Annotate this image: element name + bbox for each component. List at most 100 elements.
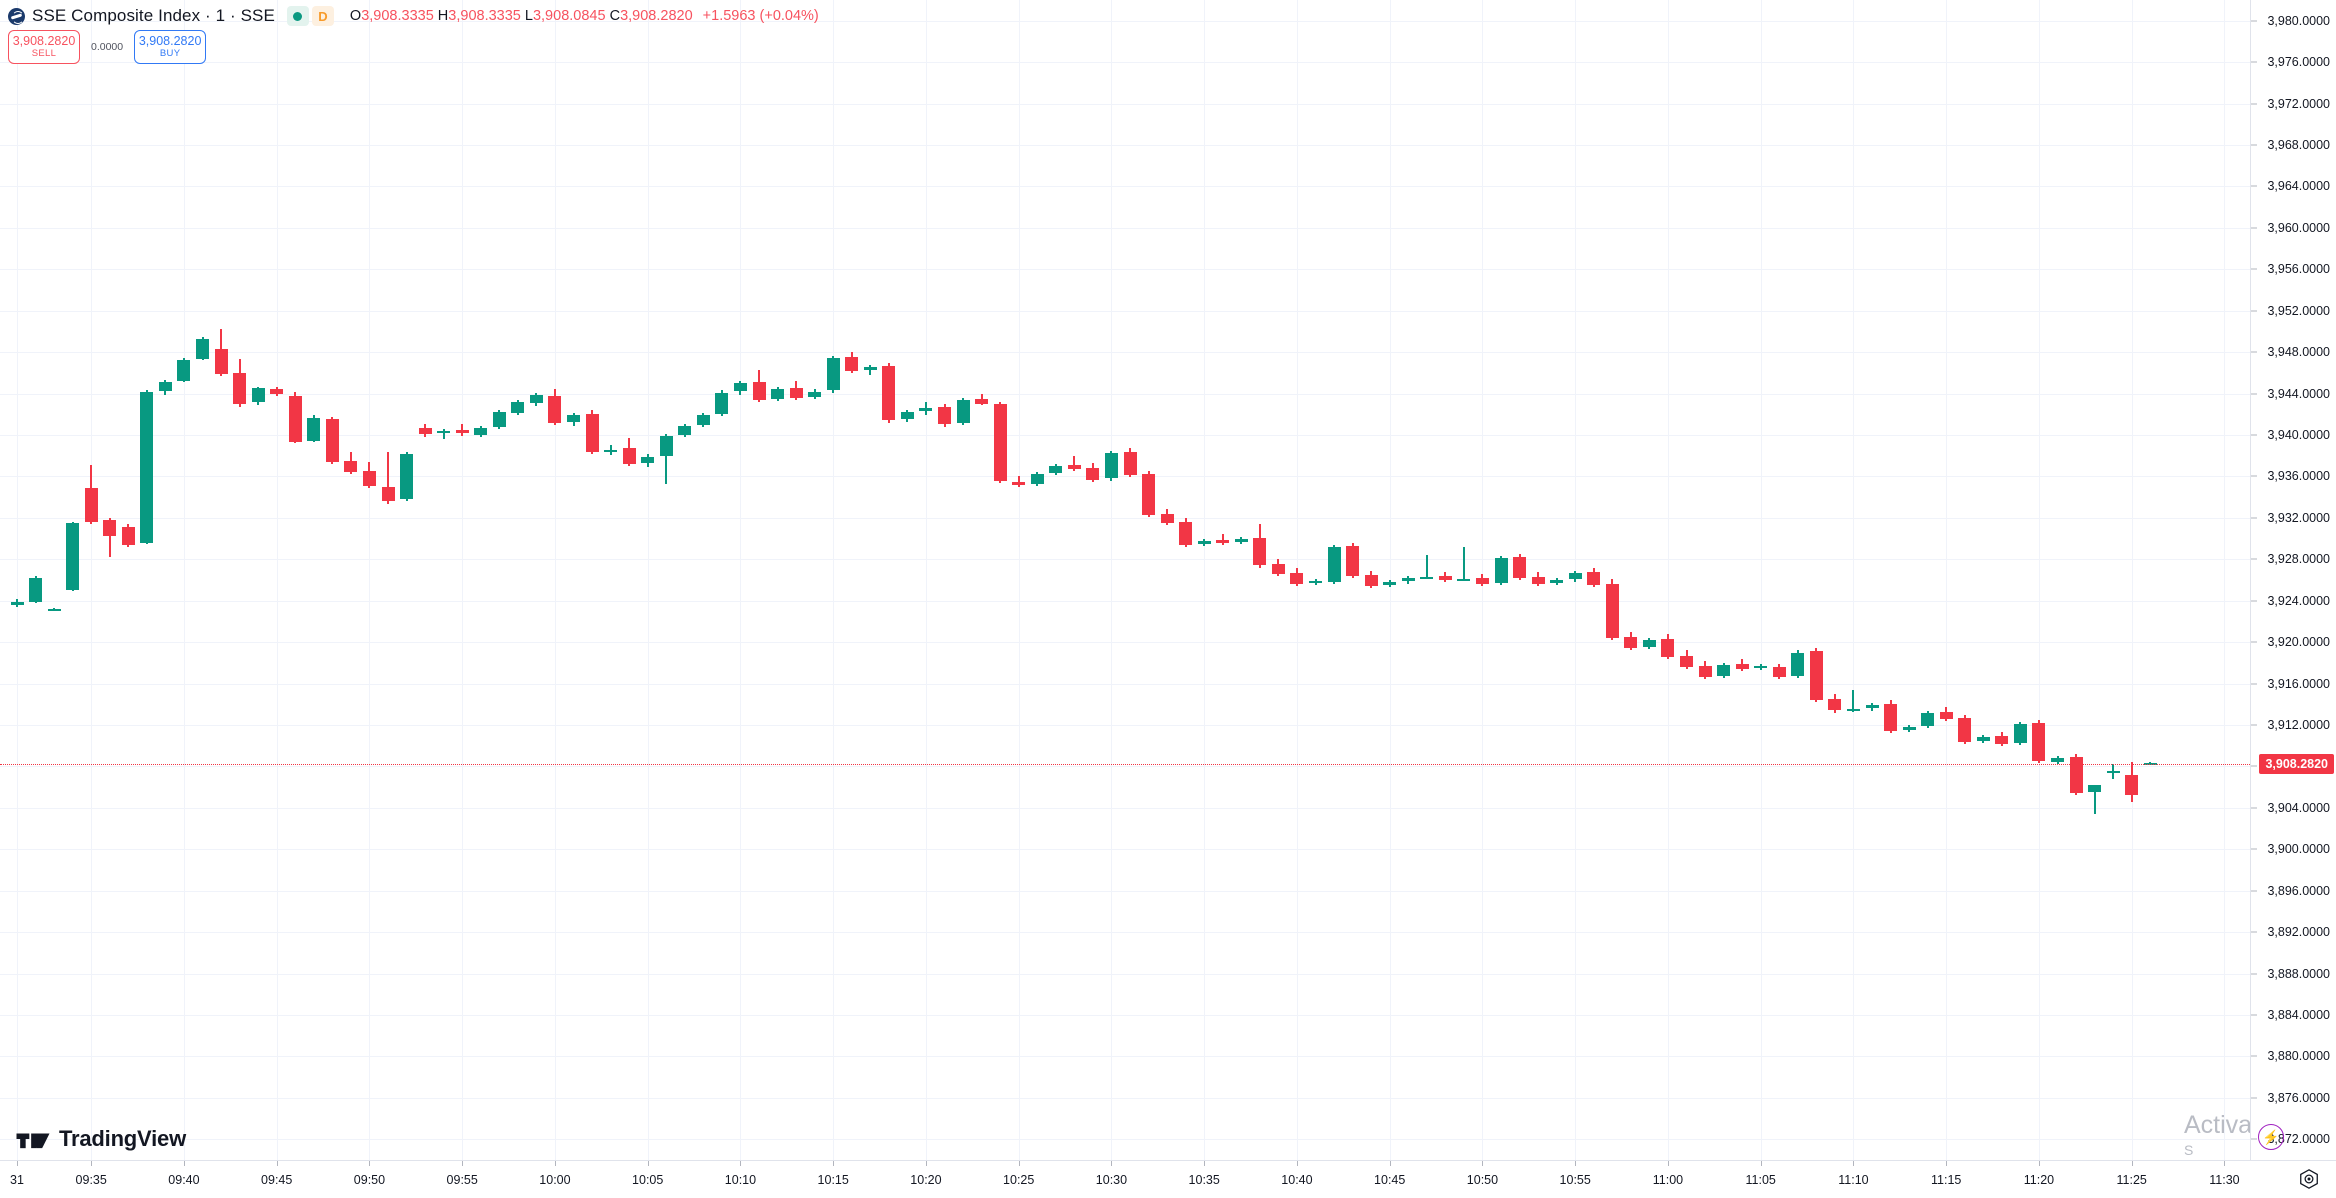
price-axis-tick-label: 3,940.0000 [2267,428,2330,442]
price-axis-tick [2251,1014,2257,1016]
candle-body [1550,580,1564,584]
price-axis[interactable]: 3,980.0000 3,976.0000 3,972.0000 3,968.0000… [2250,0,2336,1160]
candle-body [1494,558,1508,584]
candle-body [1271,564,1285,574]
grid-line-horizontal [0,62,2250,64]
candle-body [2125,774,2139,796]
price-axis-tick-label: 3,928.0000 [2267,552,2330,567]
candle-body [771,389,785,399]
candle-body [2069,757,2083,794]
price-axis-tick-label: 3,880.0000 [2267,1049,2330,1064]
time-axis-tick [1018,1161,1020,1166]
candle-body [1438,575,1452,580]
time-axis-tick-label: 11:15 [1931,1173,1962,1187]
candle-body [567,415,580,422]
candle-body [251,388,265,402]
candle-body [715,392,729,415]
tradingview-logo[interactable]: TradingView [16,1126,186,1152]
time-axis-tick [1575,1161,1577,1166]
price-axis-tick [2251,351,2257,353]
candle-body [29,577,43,602]
grid-line-horizontal [0,393,2250,395]
candle-body [1624,636,1638,649]
high-key: H [437,8,449,24]
grid-line-vertical [2224,0,2226,1160]
candle-body [1123,451,1137,476]
candle-body [1958,717,1972,742]
candle-body [344,460,358,473]
price-axis-tick [2251,848,2257,850]
price-axis-tick [2251,641,2257,643]
price-axis-tick-label: 3,948.0000 [2267,345,2330,360]
time-axis-tick [17,1161,18,1166]
spread-value: 0.0000 [91,41,124,53]
chart-pane[interactable] [0,0,2250,1160]
data-badge[interactable]: D [311,6,334,26]
time-axis-tick-label: 09:35 [75,1173,107,1187]
candle-body [270,389,284,394]
change-value: +1.5963 (+0.04%) [702,8,819,24]
candle-body [1865,705,1879,709]
time-axis-tick-label: 09:55 [446,1173,478,1187]
candle-body [1735,663,1749,670]
candle-body [1884,704,1898,732]
grid-line-vertical [1111,0,1113,1160]
sell-button[interactable]: 3,908.2820 SELL [8,30,80,64]
crosshair-target-icon[interactable] [2298,1168,2320,1190]
price-axis-tick [2251,268,2257,270]
price-axis-tick [2251,765,2257,767]
time-axis-tick-label: 11:20 [2023,1173,2055,1187]
price-axis-tick-label: 3,884.0000 [2267,1008,2330,1022]
sell-price: 3,908.2820 [12,34,76,49]
candle-body [1253,537,1267,566]
candle-body [1216,539,1230,543]
time-axis-tick-label: 10:55 [1559,1173,1591,1187]
candle-body [1346,545,1360,576]
grid-line-horizontal [0,103,2250,105]
time-axis-tick-label: 10:50 [1466,1173,1499,1187]
time-axis-tick [1296,1161,1298,1166]
price-axis-tick [2251,61,2257,63]
candle-body [2032,722,2046,762]
symbol-title[interactable]: SSE Composite Index · 1 · SSE [32,6,275,25]
buy-button[interactable]: 3,908.2820 BUY [134,30,207,64]
sell-label: SELL [31,47,57,59]
grid-line-vertical [369,0,371,1160]
candle-body [1846,709,1860,712]
candle-body [1475,577,1489,585]
current-price-badge: 3,908.2820 [2259,753,2334,774]
candle-wick [2093,787,2096,815]
grid-line-horizontal [0,1097,2250,1099]
candle-body [1587,571,1601,586]
candle-body [1642,640,1656,648]
candle-body [641,456,655,463]
candle-body [678,425,692,435]
time-axis[interactable]: 31 09:35 09:40 09:45 09:50 09:55 10:00 10:05 10:… [0,1160,2336,1198]
candle-body [1234,538,1248,542]
candle-body [2051,758,2064,763]
price-axis-tick [2251,1138,2257,1140]
high-value: 3,908.3335 [448,8,521,24]
candle-body [196,338,209,360]
time-axis-tick-label: 10:15 [817,1173,849,1187]
candle-body [140,391,154,543]
lightning-bolt-icon[interactable]: ⚡ [2258,1124,2284,1150]
price-axis-tick [2251,1055,2257,1057]
trade-panel: 3,908.2820 SELL 0.0000 3,908.2820 BUY [8,30,207,64]
candle-body [1290,572,1304,585]
chart-legend: SSE Composite Index · 1 · SSE D O3,908.3… [0,0,819,32]
price-axis-tick [2251,20,2257,22]
time-axis-tick-label: 11:00 [1652,1173,1684,1187]
candle-body [1605,584,1619,638]
tradingview-wordmark: TradingView [59,1126,186,1151]
close-value: 3,908.2820 [620,8,693,24]
time-axis-tick-label: 10:45 [1374,1173,1406,1187]
time-axis-tick [554,1161,556,1166]
time-axis-tick [833,1161,835,1166]
price-axis-tick-label: 3,932.0000 [2267,510,2330,525]
grid-line-vertical [740,0,742,1160]
candle-body [993,403,1007,481]
time-axis-tick-label: 10:25 [1003,1173,1035,1187]
candle-body [1772,667,1786,678]
time-axis-tick-label: 10:05 [632,1173,664,1187]
